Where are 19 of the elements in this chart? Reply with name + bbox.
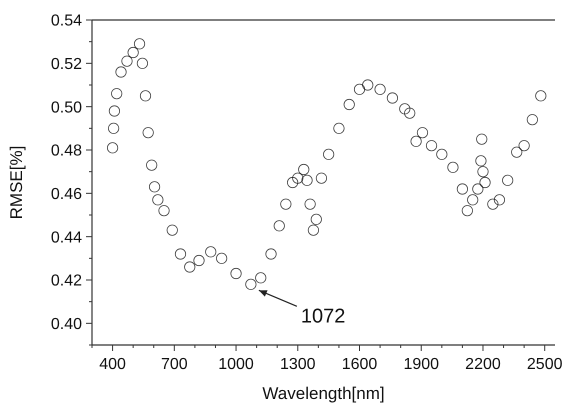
x-tick-label: 1000 <box>218 356 254 373</box>
x-tick-label: 1600 <box>342 356 378 373</box>
x-tick-label: 2500 <box>526 356 563 373</box>
y-tick-label: 0.44 <box>50 229 82 246</box>
x-tick-label: 1900 <box>403 356 440 373</box>
y-tick-label: 0.48 <box>50 142 82 160</box>
y-tick-label: 0.54 <box>50 12 82 30</box>
x-axis-title: Wavelength[nm] <box>262 384 385 403</box>
annotation: 1072 <box>300 305 346 328</box>
x-tick-label: 1300 <box>280 356 316 373</box>
x-tick-label: 400 <box>99 356 126 373</box>
y-tick-label: 0.46 <box>50 186 82 203</box>
y-tick-label: 0.52 <box>50 56 82 73</box>
y-tick-label: 0.40 <box>50 316 82 333</box>
y-axis-title: RMSE[%] <box>7 146 26 220</box>
x-tick-label: 2200 <box>465 356 501 373</box>
y-tick-label: 0.50 <box>50 99 82 116</box>
y-tick-label: 0.42 <box>50 272 82 290</box>
x-tick-label: 700 <box>160 356 188 373</box>
